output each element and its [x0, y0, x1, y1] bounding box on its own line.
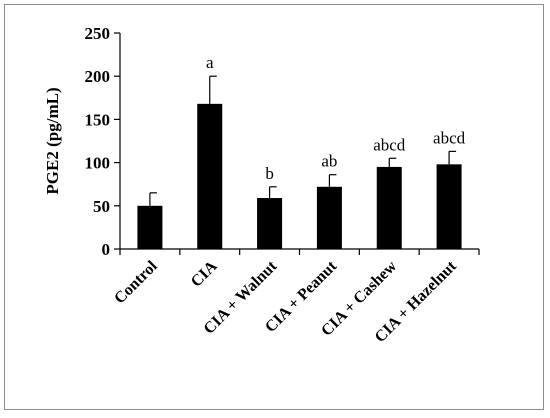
bar: [436, 164, 462, 249]
significance-label: ab: [321, 152, 337, 171]
bar: [316, 186, 342, 249]
significance-label: a: [206, 53, 214, 72]
y-axis-title: PGE2 (pg/mL): [43, 87, 62, 194]
significance-label: abcd: [433, 128, 466, 147]
error-bars: [149, 75, 457, 206]
x-tick-label: CIA: [188, 257, 221, 290]
significance-label: b: [265, 164, 274, 183]
x-tick-label: Control: [111, 257, 161, 307]
y-tick-label: 50: [93, 197, 110, 216]
y-tick-label: 200: [85, 67, 111, 86]
chart-frame: 0 50 100 150 200 250 a b ab abcd abcd Control CIA C…: [4, 4, 544, 410]
bar: [257, 198, 283, 249]
bar: [197, 103, 223, 250]
y-axis: 0 50 100 150 200 250: [85, 24, 121, 259]
y-tick-label: 150: [85, 110, 111, 129]
bar: [137, 205, 163, 249]
y-tick-label: 100: [85, 154, 111, 173]
bars: [137, 103, 462, 250]
bar: [376, 166, 402, 249]
y-tick-label: 250: [85, 24, 111, 43]
significance-label: abcd: [373, 135, 406, 154]
y-tick-label: 0: [102, 240, 111, 259]
x-axis: [119, 248, 480, 255]
